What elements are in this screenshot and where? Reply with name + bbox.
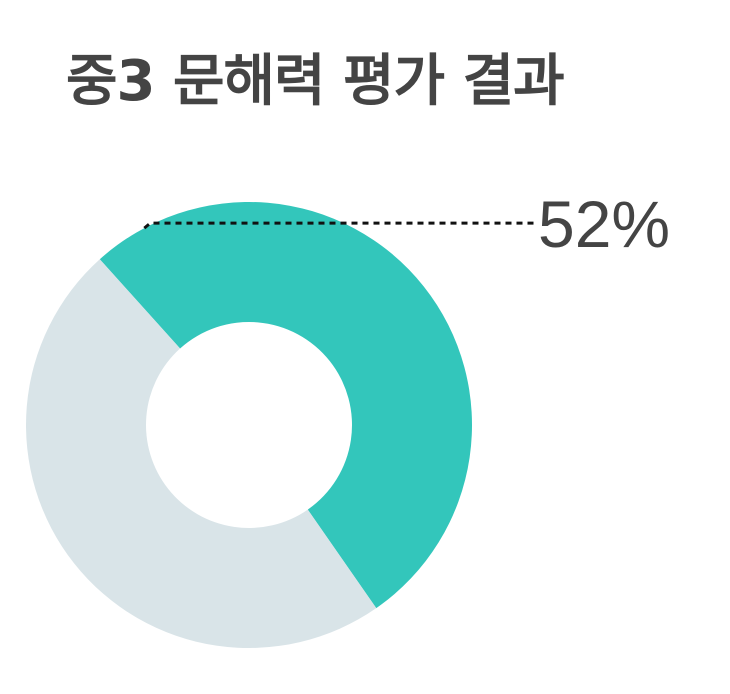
chart-title: 중3 문해력 평가 결과 [66,49,565,114]
donut-slices [25,202,472,649]
slice-value-label: 52% [538,187,670,261]
donut-slice-1 [99,202,472,609]
data-labels: 52% [143,187,670,261]
donut-slice-2 [25,259,377,649]
leader-line [143,221,534,230]
